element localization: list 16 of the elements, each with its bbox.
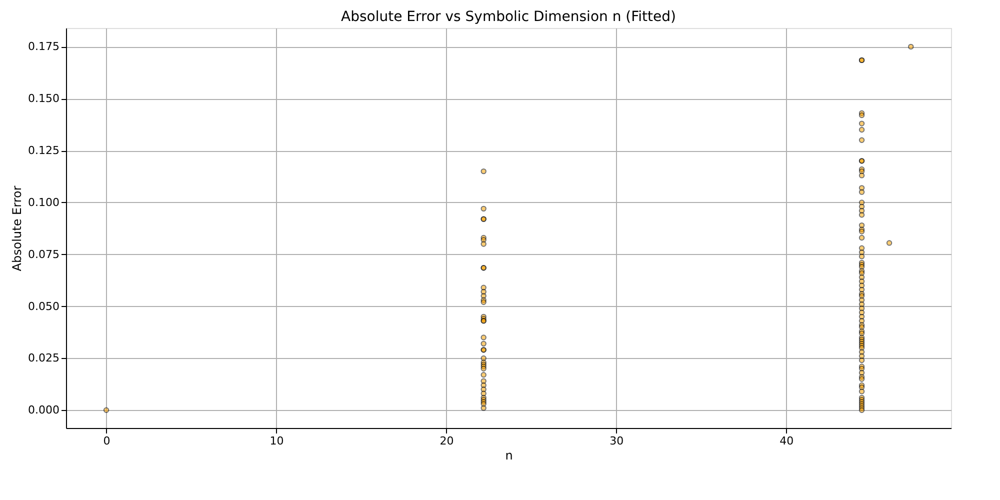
y-tick-label: 0.050 <box>28 300 60 313</box>
y-tick-label: 0.175 <box>28 40 60 54</box>
y-tick-label: 0.150 <box>28 92 60 106</box>
y-tick-label: 0.075 <box>28 248 60 261</box>
y-tick-label: 0.025 <box>28 352 60 365</box>
y-tick-label: 0.000 <box>28 404 60 417</box>
chart-title: Absolute Error vs Symbolic Dimension n (Fitted) <box>341 9 676 25</box>
y-tick-label: 0.125 <box>28 144 60 158</box>
x-tick-label: 10 <box>270 434 284 448</box>
x-tick-label: 40 <box>780 434 794 448</box>
y-axis-title: Absolute Error <box>10 186 24 272</box>
x-axis-title: n <box>505 448 513 462</box>
y-tick-label: 0.100 <box>28 196 60 209</box>
x-tick-label: 0 <box>103 434 110 448</box>
x-tick-label: 20 <box>440 434 454 448</box>
x-tick-label: 30 <box>610 434 624 448</box>
